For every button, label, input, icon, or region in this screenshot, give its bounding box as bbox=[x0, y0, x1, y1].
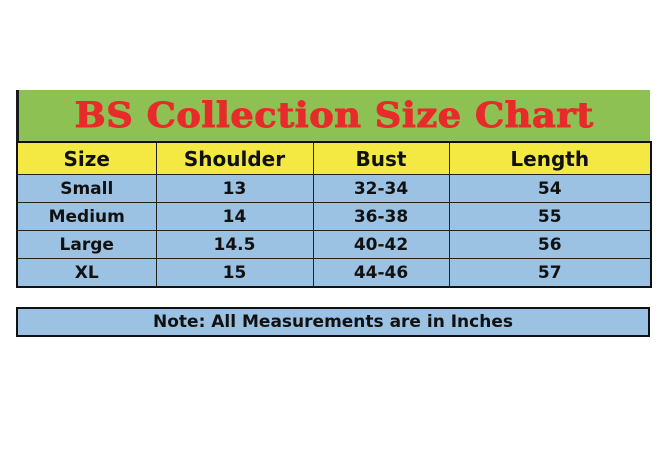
cell-bust: 36-38 bbox=[312, 202, 450, 231]
chart-title-banner: BS Collection Size Chart bbox=[16, 90, 650, 141]
cell-length: 57 bbox=[448, 258, 652, 288]
table-row: Small 13 32-34 54 bbox=[16, 174, 652, 203]
cell-length: 54 bbox=[448, 174, 652, 203]
cell-shoulder: 13 bbox=[155, 174, 314, 203]
table-row: XL 15 44-46 57 bbox=[16, 258, 652, 288]
cell-shoulder: 15 bbox=[155, 258, 314, 288]
cell-size: Large bbox=[16, 230, 157, 259]
chart-title: BS Collection Size Chart bbox=[74, 95, 595, 137]
header-size: Size bbox=[16, 141, 157, 175]
header-shoulder: Shoulder bbox=[155, 141, 314, 175]
cell-shoulder: 14.5 bbox=[155, 230, 314, 259]
header-row: Size Shoulder Bust Length bbox=[16, 141, 652, 175]
cell-size: Medium bbox=[16, 202, 157, 231]
cell-size: XL bbox=[16, 258, 157, 288]
measurement-note: Note: All Measurements are in Inches bbox=[16, 307, 650, 337]
table-row: Medium 14 36-38 55 bbox=[16, 202, 652, 231]
cell-bust: 40-42 bbox=[312, 230, 450, 259]
cell-length: 55 bbox=[448, 202, 652, 231]
table-row: Large 14.5 40-42 56 bbox=[16, 230, 652, 259]
cell-length: 56 bbox=[448, 230, 652, 259]
size-chart: BS Collection Size Chart Size Shoulder B… bbox=[16, 90, 652, 288]
cell-size: Small bbox=[16, 174, 157, 203]
header-length: Length bbox=[448, 141, 652, 175]
size-table: Size Shoulder Bust Length Small 13 32-34 54… bbox=[16, 141, 652, 288]
cell-shoulder: 14 bbox=[155, 202, 314, 231]
header-bust: Bust bbox=[312, 141, 450, 175]
cell-bust: 32-34 bbox=[312, 174, 450, 203]
cell-bust: 44-46 bbox=[312, 258, 450, 288]
